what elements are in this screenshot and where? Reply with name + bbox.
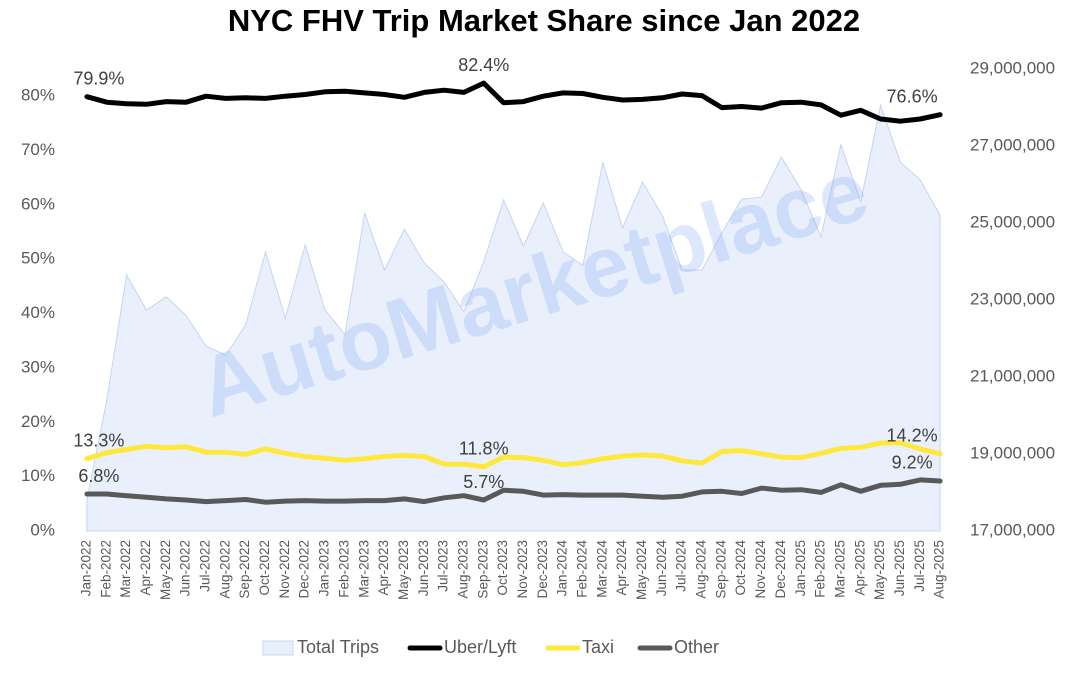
legend-label: Other [674, 637, 719, 657]
x-tick-label: Feb-2025 [813, 540, 828, 598]
x-tick-label: Sep-2022 [237, 540, 252, 599]
x-tick-label: May-2022 [158, 540, 173, 600]
x-tick-label: Apr-2023 [376, 540, 391, 596]
x-tick-label: May-2025 [872, 540, 887, 600]
x-tick-label: Dec-2023 [535, 540, 550, 599]
data-label: 76.6% [887, 86, 938, 106]
data-label: 13.3% [73, 430, 124, 450]
x-tick-label: Nov-2022 [277, 540, 292, 599]
x-tick-label: Mar-2025 [832, 540, 847, 598]
x-tick-label: Apr-2022 [138, 540, 153, 596]
line [84, 80, 943, 124]
y2-tick-label: 21,000,000 [970, 366, 1055, 385]
data-label: 14.2% [887, 426, 938, 446]
legend-label: Uber/Lyft [444, 637, 516, 657]
y2-tick-label: 23,000,000 [970, 289, 1055, 308]
x-tick-label: Aug-2022 [217, 540, 232, 599]
x-tick-label: Jun-2023 [416, 540, 431, 596]
x-tick-label: Aug-2025 [932, 540, 947, 599]
x-tick-label: Feb-2022 [98, 540, 113, 598]
x-tick-label: Mar-2024 [594, 540, 609, 598]
x-tick-label: Jun-2025 [892, 540, 907, 596]
y-tick-label: 30% [21, 357, 55, 376]
chart-title: NYC FHV Trip Market Share since Jan 2022 [228, 3, 860, 38]
y2-tick-label: 25,000,000 [970, 212, 1055, 231]
x-tick-label: Feb-2024 [575, 540, 590, 598]
legend-label: Taxi [582, 637, 614, 657]
x-tick-label: Oct-2024 [733, 540, 748, 596]
x-tick-label: May-2024 [634, 540, 649, 601]
line [84, 477, 943, 505]
x-tick-label: Aug-2024 [694, 540, 709, 599]
data-label: 6.8% [78, 466, 119, 486]
y2-tick-label: 17,000,000 [970, 520, 1055, 539]
x-tick-label: Jan-2023 [317, 540, 332, 596]
data-label: 11.8% [459, 439, 509, 459]
y-tick-label: 70% [21, 140, 55, 159]
legend-swatch [262, 640, 294, 656]
data-label: 82.4% [458, 55, 509, 75]
x-tick-label: Feb-2023 [336, 540, 351, 598]
y-tick-label: 60% [21, 194, 55, 213]
x-tick-label: Sep-2024 [713, 540, 728, 599]
y2-tick-label: 27,000,000 [970, 135, 1055, 154]
x-tick-label: Dec-2024 [773, 540, 788, 599]
data-label: 9.2% [892, 453, 933, 473]
y-tick-label: 50% [21, 249, 55, 268]
x-tick-label: Oct-2023 [495, 540, 510, 596]
y-tick-label: 40% [21, 303, 55, 322]
x-tick-label: Apr-2025 [852, 540, 867, 596]
legend-label: Total Trips [297, 637, 379, 657]
y2-tick-label: 19,000,000 [970, 443, 1055, 462]
x-tick-label: Jul-2023 [436, 540, 451, 592]
x-tick-label: Mar-2022 [118, 540, 133, 598]
data-label: 5.7% [463, 472, 504, 492]
x-tick-label: May-2023 [396, 540, 411, 600]
y2-tick-label: 29,000,000 [970, 58, 1055, 77]
y-tick-label: 20% [21, 412, 55, 431]
x-tick-label: Nov-2024 [753, 540, 768, 599]
x-tick-label: Jul-2025 [912, 540, 927, 592]
x-tick-label: Jun-2024 [654, 540, 669, 597]
x-tick-label: Jan-2025 [793, 540, 808, 596]
area [86, 103, 941, 532]
data-label: 79.9% [73, 68, 124, 88]
x-tick-label: Dec-2022 [297, 540, 312, 599]
line [84, 440, 943, 470]
x-tick-label: Apr-2024 [614, 540, 629, 596]
y-tick-label: 10% [21, 466, 55, 485]
x-tick-label: Mar-2023 [356, 540, 371, 598]
x-tick-label: Jan-2022 [78, 540, 93, 596]
x-tick-label: Jan-2024 [555, 540, 570, 597]
x-tick-label: Oct-2022 [257, 540, 272, 596]
x-tick-label: Jun-2022 [178, 540, 193, 596]
x-tick-label: Nov-2023 [515, 540, 530, 599]
x-tick-label: Jul-2024 [674, 540, 689, 592]
y-tick-label: 0% [30, 520, 55, 539]
x-tick-label: Aug-2023 [455, 540, 470, 599]
y-tick-label: 80% [21, 86, 55, 105]
x-tick-label: Sep-2023 [475, 540, 490, 599]
x-tick-label: Jul-2022 [198, 540, 213, 592]
